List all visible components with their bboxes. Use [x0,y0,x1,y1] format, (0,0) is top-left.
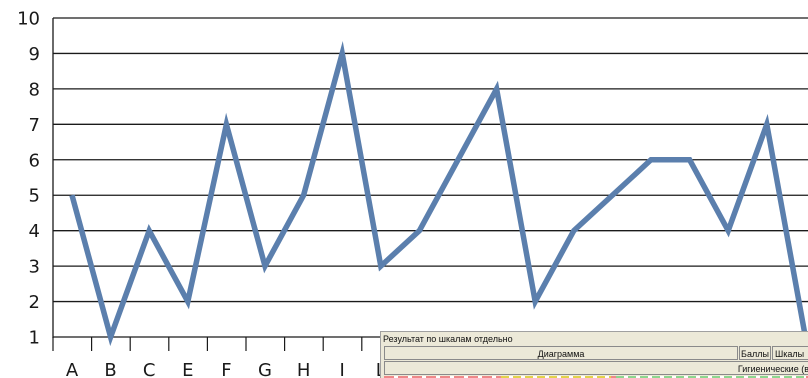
y-tick-label: 2 [29,292,40,313]
y-tick-label: 10 [17,9,40,30]
data-point [341,52,343,54]
panel-title: Результат по шкалам отдельно [383,334,513,344]
x-tick-label: C [143,360,156,378]
data-point [225,123,227,125]
x-tick-label: H [297,360,311,378]
data-point [650,159,652,161]
scale-results-panel: Результат по шкалам отдельно Диаграмма Б… [380,331,808,378]
data-point [766,123,768,125]
data-point [187,301,189,303]
column-header-scales[interactable]: Шкалы [772,346,808,360]
series-line [69,41,808,347]
x-tick-label: F [221,360,231,378]
y-tick-label: 3 [29,257,40,278]
x-tick-label: A [66,360,79,378]
data-point [457,159,459,161]
data-point [380,265,382,267]
y-tick-label: 8 [29,79,40,100]
y-tick-label: 5 [29,186,40,207]
data-point [110,336,112,338]
data-point [303,194,305,196]
x-tick-label: B [104,360,116,378]
data-point [71,194,73,196]
y-tick-label: 4 [29,221,40,242]
x-tick-label: E [182,360,193,378]
y-tick-label: 6 [29,150,40,171]
x-tick-label: G [258,360,272,378]
diagram-strip-green [616,376,806,378]
x-tick-label: I [340,360,345,378]
row-hygienic[interactable]: Гигиенические (в [384,361,808,375]
diagram-strip-yellow [501,376,611,378]
data-point [264,265,266,267]
column-header-points[interactable]: Баллы [739,346,771,360]
data-point [534,301,536,303]
y-tick-label: 9 [29,44,40,65]
column-header-diagram[interactable]: Диаграмма [384,346,738,360]
y-tick-label: 7 [29,115,40,136]
data-point [148,230,150,232]
data-point [573,230,575,232]
data-point [496,88,498,90]
data-point [727,230,729,232]
data-point [611,194,613,196]
y-tick-label: 1 [29,328,40,349]
data-point [418,230,420,232]
data-point [689,159,691,161]
